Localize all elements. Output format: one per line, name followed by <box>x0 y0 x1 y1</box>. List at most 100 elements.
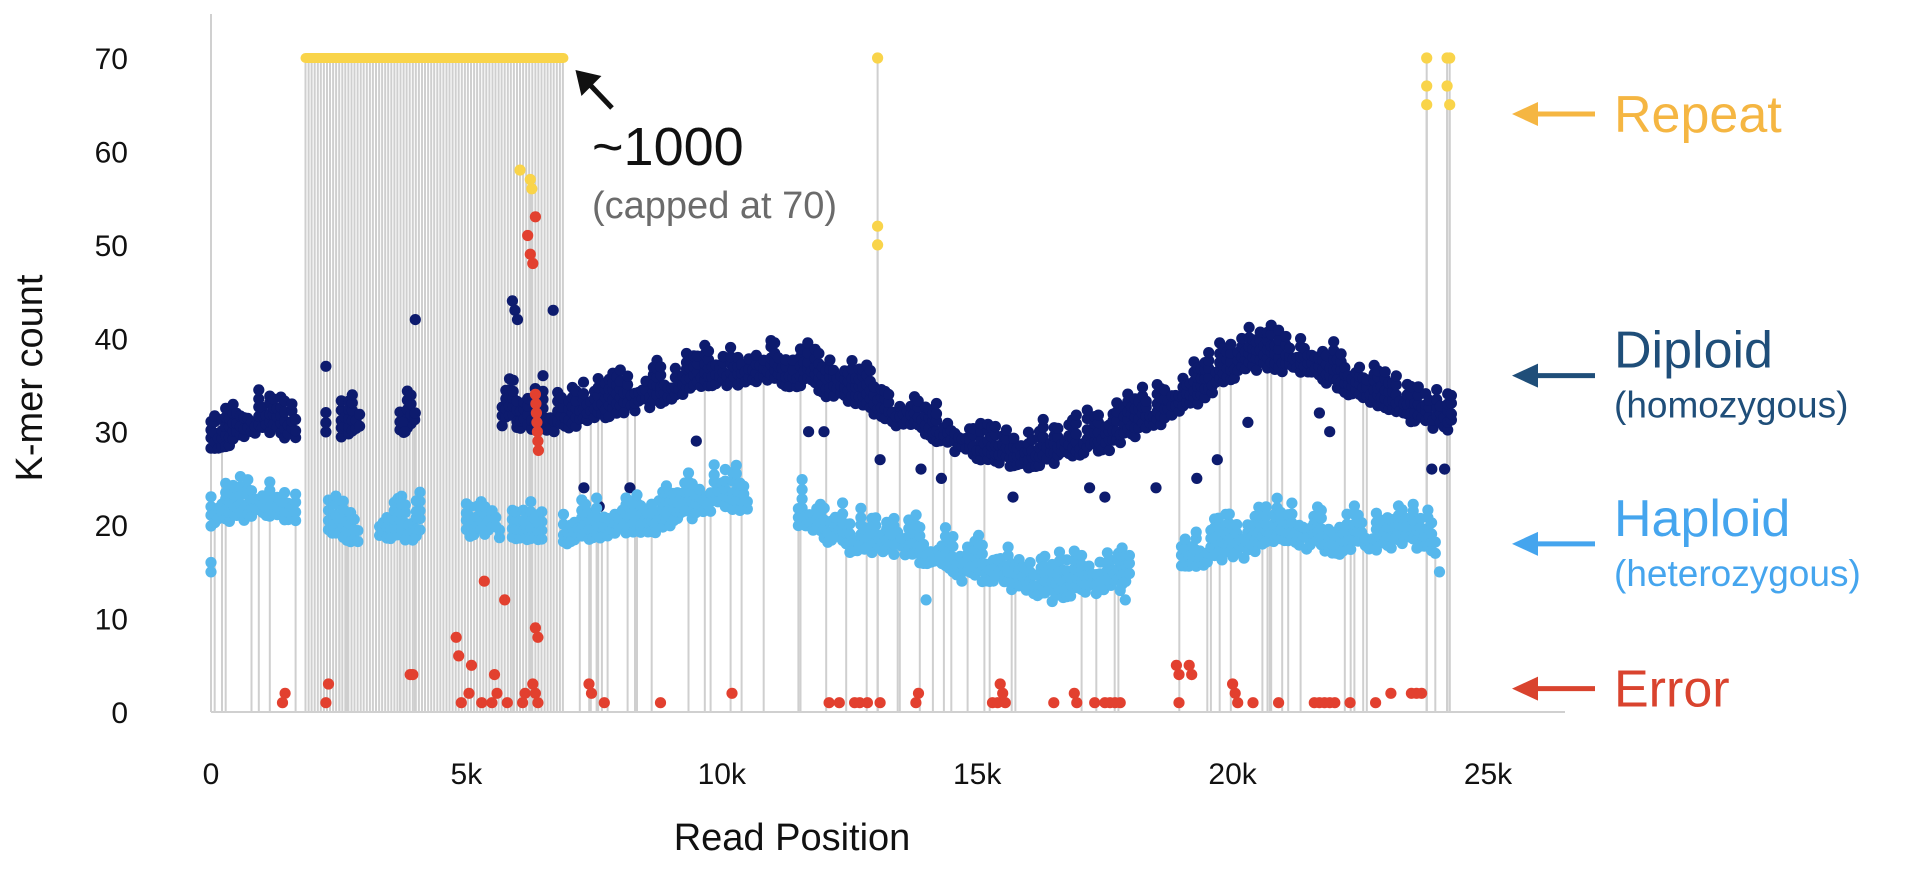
error-point <box>823 697 835 709</box>
haploid-point <box>536 533 548 545</box>
haploid-point <box>525 496 537 508</box>
diploid-point <box>864 365 876 377</box>
error-point <box>999 697 1011 709</box>
error-point <box>994 678 1006 690</box>
diploid-point <box>622 379 634 391</box>
haploid-point <box>796 484 808 496</box>
diploid-point <box>354 408 366 420</box>
error-point <box>465 659 478 671</box>
diploid-point <box>1390 379 1402 391</box>
error-point <box>478 575 490 587</box>
haploid-point <box>1429 536 1441 548</box>
diploid-point <box>253 384 265 396</box>
error-point <box>910 697 922 709</box>
axes <box>210 14 1565 713</box>
error-point <box>532 697 544 709</box>
diploid-point <box>883 396 895 408</box>
diploid-point <box>824 354 836 366</box>
haploid-point <box>1076 549 1088 562</box>
haploid-point <box>414 486 426 498</box>
diploid-point <box>1007 491 1019 503</box>
diploid-point <box>1037 421 1049 433</box>
diploid-point <box>577 376 590 388</box>
diploid-point <box>405 389 417 401</box>
haploid-point <box>205 556 217 569</box>
haploid-point <box>493 524 506 536</box>
haploid-point <box>414 505 426 517</box>
error-point <box>1068 687 1080 699</box>
diploid-point <box>286 398 298 410</box>
y-axis-title: K-mer count <box>9 274 51 481</box>
diploid-legend-sublabel: (homozygous) <box>1614 385 1848 426</box>
error-point <box>463 687 475 699</box>
diploid-legend-label: Diploid <box>1614 322 1773 380</box>
haploid-point <box>1024 557 1036 569</box>
x-tick-label: 25k <box>1464 758 1513 791</box>
diploid-point <box>1203 347 1215 359</box>
diploid-point <box>506 295 518 307</box>
error-point <box>499 594 511 606</box>
haploid-point <box>1123 549 1135 562</box>
haploid-point <box>855 502 867 514</box>
error-point <box>1227 678 1239 690</box>
haploid-point <box>264 476 276 488</box>
error-legend-arrowhead-icon <box>1512 676 1538 701</box>
diploid-point <box>1243 321 1255 333</box>
haploid-point <box>947 540 959 553</box>
error-point <box>532 444 545 456</box>
diploid-point <box>578 482 590 494</box>
haploid-point <box>1356 517 1368 529</box>
error-point <box>583 678 595 690</box>
y-tick-labels: 0 10 20 30 40 50 60 70 <box>95 43 128 730</box>
haploid-legend-sublabel: (heterozygous) <box>1614 553 1861 594</box>
diploid-point <box>537 370 549 382</box>
diploid-point <box>1070 428 1082 440</box>
error-point <box>1247 697 1259 709</box>
haploid-point <box>708 459 720 471</box>
error-point <box>1329 697 1341 709</box>
diploid-point <box>1439 463 1451 475</box>
diploid-point <box>669 362 682 374</box>
haploid-point <box>290 496 302 508</box>
error-point <box>501 697 513 709</box>
diploid-point <box>1412 381 1424 393</box>
haploid-point <box>290 515 302 527</box>
haploid-point <box>1345 543 1357 556</box>
y-tick-label: 60 <box>95 136 128 169</box>
error-point <box>532 435 544 447</box>
error-point <box>1273 697 1285 709</box>
haploid-point <box>682 467 695 479</box>
diploid-point <box>320 417 332 429</box>
diploid-point <box>624 482 636 494</box>
haploid-point <box>399 499 411 511</box>
data-points <box>205 52 1457 709</box>
haploid-point <box>245 510 258 522</box>
error-point <box>1229 687 1241 699</box>
haploid-point <box>242 474 254 486</box>
diploid-point <box>320 407 332 419</box>
repeat-point <box>1421 52 1433 64</box>
haploid-point <box>352 525 364 537</box>
error-point <box>1048 697 1060 709</box>
diploid-point <box>1103 444 1115 457</box>
diploid-point <box>1129 431 1141 443</box>
x-tick-label: 5k <box>451 758 484 791</box>
error-point <box>529 622 542 634</box>
haploid-legend-label: Haploid <box>1614 490 1790 548</box>
diploid-point <box>1280 330 1292 343</box>
repeat-point <box>872 239 884 251</box>
haploid-point <box>1002 566 1014 578</box>
haploid-point <box>579 498 592 510</box>
haploid-point <box>352 535 364 548</box>
error-point <box>1186 669 1198 681</box>
error-point <box>874 697 886 709</box>
haploid-point <box>844 518 856 530</box>
diploid-point <box>1225 338 1237 350</box>
diploid-point <box>320 360 332 372</box>
haploid-point <box>730 468 742 480</box>
haploid-point <box>1123 557 1135 569</box>
x-axis-title: Read Position <box>674 817 911 859</box>
diploid-point <box>354 420 366 432</box>
haploid-point <box>1433 566 1446 578</box>
